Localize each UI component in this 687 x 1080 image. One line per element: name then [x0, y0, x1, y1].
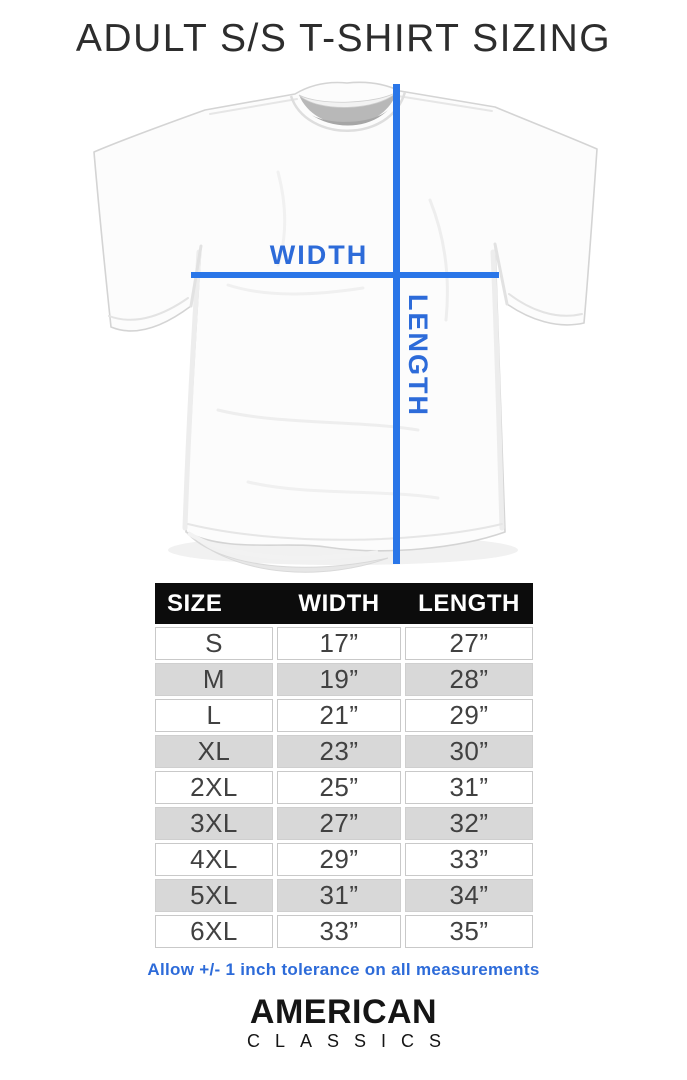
hem-fold — [185, 531, 389, 573]
tshirt-body — [93, 81, 598, 552]
table-cell: 25” — [277, 771, 401, 804]
brand-logo: AMERICAN CLASSICS — [0, 995, 687, 1052]
tolerance-note: Allow +/- 1 inch tolerance on all measur… — [147, 960, 540, 979]
table-cell: 6XL — [155, 915, 273, 948]
table-cell: M — [155, 663, 273, 696]
length-measure-line — [393, 84, 400, 564]
brand-name-bottom: CLASSICS — [246, 1031, 457, 1051]
brand-name-top: AMERICAN — [249, 993, 438, 1031]
table-cell: 23” — [277, 735, 401, 768]
size-table-body: S 17” 27” M 19” 28” L 21” 29” XL 23” 30”… — [155, 627, 533, 948]
table-cell: 4XL — [155, 843, 273, 876]
page-title: ADULT S/S T-SHIRT SIZING — [75, 17, 612, 60]
table-cell: L — [155, 699, 273, 732]
table-cell: 27” — [405, 627, 533, 660]
shirt-wrinkles — [108, 95, 583, 541]
table-cell: 29” — [405, 699, 533, 732]
width-label: WIDTH — [270, 240, 368, 270]
table-cell: 19” — [277, 663, 401, 696]
size-table: SIZE WIDTH LENGTH S 17” 27” M 19” 28” L … — [155, 583, 533, 948]
table-cell: 31” — [277, 879, 401, 912]
col-header-length: LENGTH — [418, 589, 520, 617]
table-cell: 35” — [405, 915, 533, 948]
table-cell: 29” — [277, 843, 401, 876]
table-cell: 31” — [405, 771, 533, 804]
table-cell: 32” — [405, 807, 533, 840]
size-table-header: SIZE WIDTH LENGTH — [155, 583, 533, 624]
tshirt-measurement-diagram: WIDTH LENGTH — [78, 80, 613, 582]
table-cell: 33” — [405, 843, 533, 876]
table-cell: 27” — [277, 807, 401, 840]
tshirt-graphic: WIDTH LENGTH — [93, 81, 598, 573]
table-cell: 2XL — [155, 771, 273, 804]
table-cell: XL — [155, 735, 273, 768]
table-cell: 28” — [405, 663, 533, 696]
hem-fold-highlight — [186, 531, 379, 560]
length-label: LENGTH — [403, 294, 433, 417]
col-header-size: SIZE — [167, 589, 223, 617]
width-measure-line — [191, 272, 499, 278]
table-cell: 34” — [405, 879, 533, 912]
table-cell: 17” — [277, 627, 401, 660]
table-cell: 21” — [277, 699, 401, 732]
table-cell: 33” — [277, 915, 401, 948]
col-header-width: WIDTH — [298, 589, 380, 617]
table-cell: 5XL — [155, 879, 273, 912]
table-cell: 3XL — [155, 807, 273, 840]
table-cell: 30” — [405, 735, 533, 768]
table-cell: S — [155, 627, 273, 660]
